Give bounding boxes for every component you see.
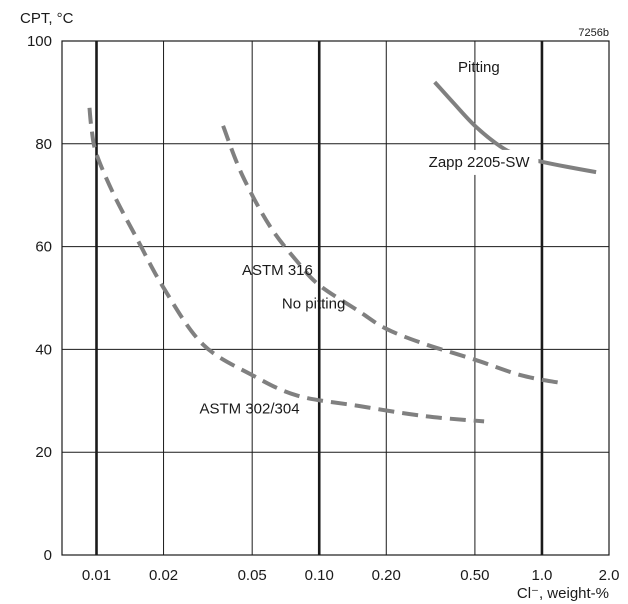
series-label-astm-316: ASTM 316 xyxy=(242,262,313,279)
series-label-zapp-2205-sw: Zapp 2205-SW xyxy=(429,154,531,171)
y-tick-label: 40 xyxy=(35,341,52,358)
region-annotation: Pitting xyxy=(458,59,500,76)
series-line-astm-302-304 xyxy=(87,107,485,424)
x-tick-label: 0.20 xyxy=(372,567,401,584)
figure-id: 7256b xyxy=(578,27,609,39)
series-label-background xyxy=(420,149,539,175)
y-tick-label: 100 xyxy=(27,33,52,50)
plot-frame xyxy=(61,40,610,556)
series-label-astm-302-304: ASTM 302/304 xyxy=(199,401,299,418)
x-tick-label: 2.0 xyxy=(599,567,620,584)
series-labels: Zapp 2205-SW ASTM 316 ASTM 302/304 Pitting N… xyxy=(199,59,539,418)
y-tick-label: 80 xyxy=(35,136,52,153)
y-tick-label: 60 xyxy=(35,239,52,256)
x-tick-label: 0.10 xyxy=(305,567,334,584)
series-layer xyxy=(87,80,597,424)
y-tick-label: 0 xyxy=(44,547,52,564)
x-tick-label: 0.02 xyxy=(149,567,178,584)
y-tick-label: 20 xyxy=(35,444,52,461)
x-tick-label: 1.0 xyxy=(532,567,553,584)
x-tick-label: 0.05 xyxy=(238,567,267,584)
y-axis-title: CPT, °C xyxy=(20,10,74,27)
x-tick-label: 0.01 xyxy=(82,567,111,584)
region-annotation: No pitting xyxy=(282,295,345,312)
x-axis-title: Cl⁻, weight-% xyxy=(517,585,609,602)
tick-labels: 0 20 40 60 80 100 0.01 0.02 0.05 0.10 0.20 0.50 1.0 2… xyxy=(27,33,619,584)
x-tick-label: 0.50 xyxy=(460,567,489,584)
